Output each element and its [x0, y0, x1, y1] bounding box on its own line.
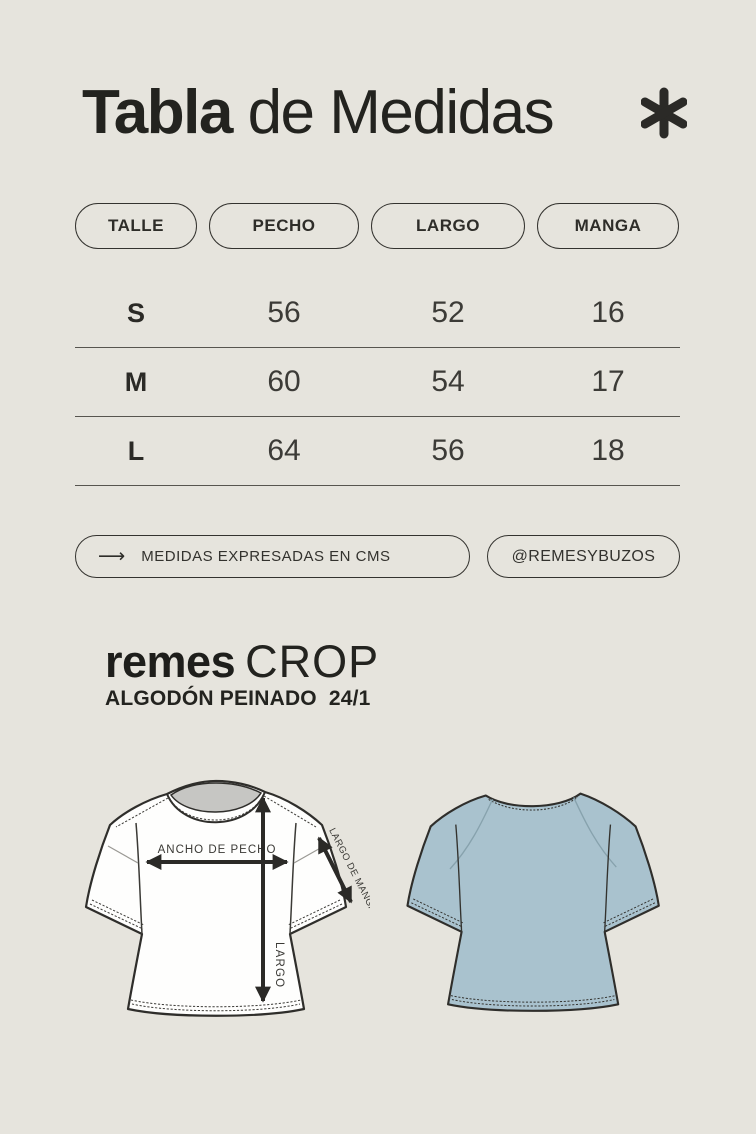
pecho-value: 60 — [267, 365, 301, 398]
title-regular: de Medidas — [247, 78, 555, 147]
manga-value: 18 — [591, 434, 625, 467]
title-bold: Tabla — [82, 78, 233, 147]
manga-value: 17 — [591, 365, 625, 398]
column-header-manga: MANGA — [537, 203, 679, 249]
units-note-pill: ⟶ MEDIDAS EXPRESADAS EN CMS — [75, 535, 470, 578]
units-note-text: MEDIDAS EXPRESADAS EN CMS — [141, 548, 391, 565]
product-line: CROP — [245, 636, 380, 687]
size-label: S — [126, 297, 145, 328]
yarn-count: 24/1 — [328, 687, 371, 710]
instagram-handle-pill[interactable]: @REMESYBUZOS — [487, 535, 680, 578]
column-header-pecho: PECHO — [209, 203, 359, 249]
sleeve-length-arrow — [317, 836, 353, 904]
page-title: Tabla de Medidas — [82, 78, 555, 147]
size-table: S 56 52 16 M 60 54 17 L 64 56 18 — [75, 279, 680, 486]
asterisk-icon — [640, 86, 688, 145]
pecho-value: 64 — [267, 434, 301, 467]
tee-back-body — [406, 792, 660, 1012]
table-row-m: M 60 54 17 — [75, 348, 680, 417]
size-label: M — [124, 366, 148, 397]
largo-value: 52 — [431, 296, 465, 329]
column-header-talle: TALLE — [75, 203, 197, 249]
tee-front-diagram: ANCHO DE PECHO LARGO LARGO DE MANGA — [84, 779, 370, 1017]
column-header-largo: LARGO — [371, 203, 525, 249]
table-header-row: TALLE PECHO LARGO MANGA — [75, 203, 680, 249]
tee-back-diagram — [406, 792, 660, 1012]
chest-width-label: ANCHO DE PECHO — [158, 844, 277, 856]
body-length-label: LARGO — [273, 942, 285, 988]
tee-front-body — [84, 779, 348, 1017]
manga-value: 16 — [591, 296, 625, 329]
material-name: ALGODÓN PEINADO — [105, 687, 317, 710]
largo-value: 56 — [431, 434, 465, 467]
tee-front-neck-inner — [169, 782, 263, 813]
instagram-handle-text: @REMESYBUZOS — [511, 547, 656, 565]
size-label: L — [127, 435, 145, 466]
material-info: ALGODÓN PEINADO 24/1 — [105, 687, 371, 711]
table-row-s: S 56 52 16 — [75, 279, 680, 348]
brand-name: remes — [105, 636, 236, 687]
product-title: remes CROP — [105, 636, 379, 688]
pecho-value: 56 — [267, 296, 301, 329]
table-row-l: L 64 56 18 — [75, 417, 680, 486]
largo-value: 54 — [431, 365, 465, 398]
right-arrow-icon: ⟶ — [98, 546, 126, 567]
